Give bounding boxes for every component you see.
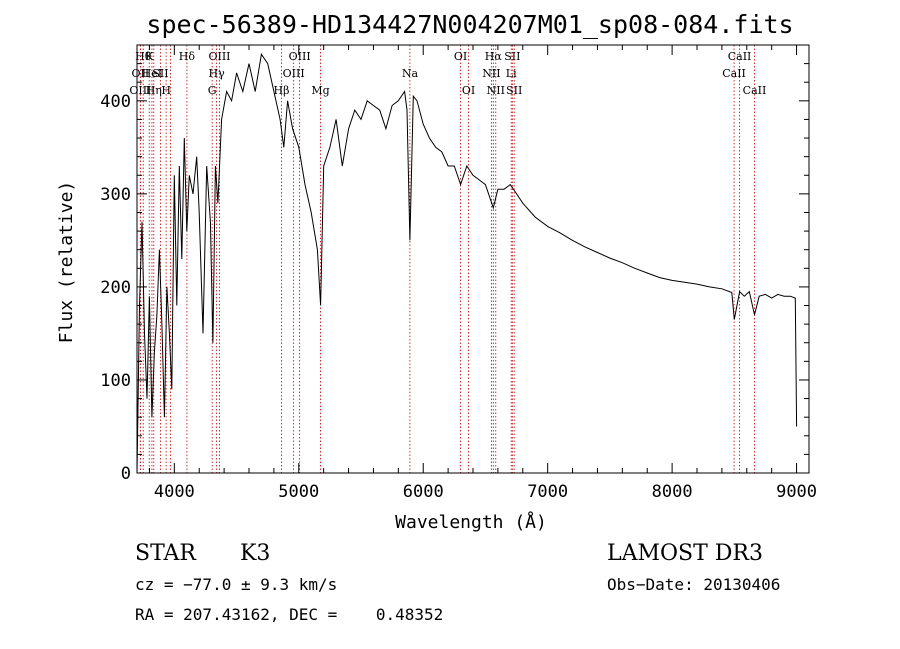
x-tick-label: 4000 bbox=[154, 482, 195, 502]
object-class: STAR bbox=[135, 541, 197, 566]
line-marker-label-16: Mg bbox=[311, 84, 329, 97]
line-marker-label-19: OI bbox=[462, 84, 475, 97]
redshift-cz: cz = −77.0 ± 9.3 km/s bbox=[135, 575, 337, 594]
line-marker-label-18: OI bbox=[454, 50, 467, 63]
line-marker-label-6: SII bbox=[152, 67, 168, 80]
x-tick-label: 6000 bbox=[403, 482, 444, 502]
x-tick-label: 9000 bbox=[776, 482, 817, 502]
chart-title: spec-56389-HD134427N004207M01_sp08-084.f… bbox=[146, 10, 793, 39]
line-marker-label-9: Hδ bbox=[179, 50, 196, 63]
y-tick-label: 200 bbox=[100, 278, 131, 298]
line-marker-label-7: H bbox=[161, 84, 171, 97]
line-marker-label-3: K bbox=[145, 50, 154, 63]
y-axis-ticks: 0 100 200 300 400 bbox=[100, 63, 809, 484]
line-marker-label-21: Hα bbox=[485, 50, 503, 63]
y-tick-label: 300 bbox=[100, 185, 131, 205]
flux-series-line bbox=[136, 52, 798, 474]
ra-dec-coordinates: RA = 207.43162, DEC = 0.48352 bbox=[135, 605, 443, 624]
y-tick-label: 400 bbox=[100, 92, 131, 112]
x-axis-ticks: 4000 5000 6000 7000 8000 9000 bbox=[148, 45, 817, 502]
line-marker-label-23: Li bbox=[506, 67, 517, 80]
y-tick-label: 100 bbox=[100, 371, 131, 391]
line-marker-label-20: NII bbox=[482, 67, 500, 80]
line-marker-label-17: Na bbox=[402, 67, 419, 80]
line-marker-label-26: CaII bbox=[722, 67, 746, 80]
line-marker-labels: Hθ OII OIII K HeI Hη SII H Hδ G Hγ OIII Hβ OIII OIII Mg… bbox=[129, 50, 766, 97]
line-marker-label-4: HeI bbox=[142, 67, 162, 80]
x-tick-label: 7000 bbox=[527, 482, 568, 502]
object-subclass: K3 bbox=[240, 541, 270, 566]
line-marker-label-22: NII bbox=[487, 84, 505, 97]
line-marker-label-25: SII bbox=[506, 84, 522, 97]
y-tick-label: 0 bbox=[121, 464, 131, 484]
line-marker-label-2: OIII bbox=[129, 84, 151, 97]
line-marker-label-28: CaII bbox=[743, 84, 767, 97]
line-markers bbox=[139, 45, 755, 473]
line-marker-label-27: CaII bbox=[728, 50, 752, 63]
line-marker-label-13: Hβ bbox=[274, 84, 290, 97]
survey-name: LAMOST DR3 bbox=[607, 541, 763, 566]
line-marker-label-24: SII bbox=[504, 50, 520, 63]
y-axis-label: Flux (relative) bbox=[56, 181, 77, 344]
observation-date: Obs−Date: 20130406 bbox=[607, 575, 780, 594]
line-marker-label-0: Hθ bbox=[135, 50, 152, 63]
line-marker-label-5: Hη bbox=[146, 84, 162, 97]
x-axis-label: Wavelength (Å) bbox=[395, 511, 547, 533]
x-tick-label: 8000 bbox=[652, 482, 693, 502]
line-marker-label-14: OIII bbox=[283, 67, 305, 80]
x-tick-label: 5000 bbox=[278, 482, 319, 502]
line-marker-label-15: OIII bbox=[289, 50, 311, 63]
plot-frame bbox=[136, 44, 810, 474]
line-marker-label-1: OII bbox=[132, 67, 150, 80]
line-marker-label-10: G bbox=[208, 84, 217, 97]
line-marker-label-11: Hγ bbox=[209, 67, 226, 80]
line-marker-label-12: OIII bbox=[208, 50, 230, 63]
